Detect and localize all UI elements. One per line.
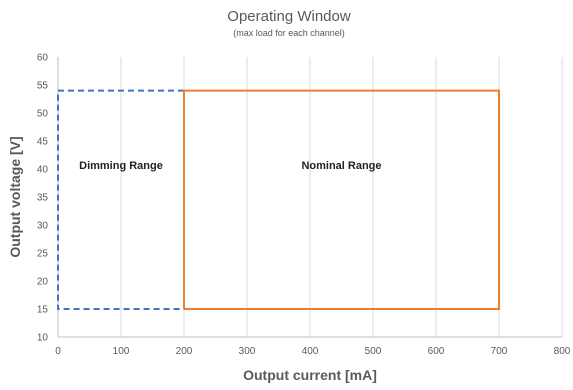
y-tick-label: 10 (37, 333, 49, 344)
y-tick-label: 30 (37, 221, 49, 232)
x-axis-title: Output current [mA] (243, 367, 377, 383)
y-tick-label: 55 (37, 81, 49, 92)
y-tick-label: 20 (37, 277, 49, 288)
x-tick-label: 700 (491, 346, 508, 357)
labels-layer: 0 100 200 300 400 500 600 700 800 10 15 20 25 30 35 40 4… (37, 53, 571, 358)
y-tick-label: 60 (37, 53, 49, 64)
nominal-range-label: Nominal Range (301, 160, 381, 172)
x-tick-label: 100 (113, 346, 130, 357)
x-tick-label: 300 (239, 346, 256, 357)
y-tick-label: 35 (37, 193, 49, 204)
y-tick-label: 50 (37, 109, 49, 120)
chart-subtitle: (max load for each channel) (233, 28, 345, 38)
series-layer (57, 89, 500, 310)
grid-lines (120, 57, 563, 337)
chart-title: Operating Window (227, 8, 351, 25)
dimming-range-label: Dimming Range (79, 160, 163, 172)
nominal-range-outline (183, 89, 500, 310)
y-tick-label: 25 (37, 249, 49, 260)
x-tick-label: 500 (365, 346, 382, 357)
x-tick-label: 600 (428, 346, 445, 357)
x-tick-label: 0 (55, 346, 61, 357)
y-axis-title: Output voltage [V] (7, 136, 23, 257)
y-tick-label: 45 (37, 137, 49, 148)
y-tick-label: 15 (37, 305, 49, 316)
x-tick-label: 400 (302, 346, 319, 357)
x-tick-label: 800 (554, 346, 571, 357)
y-tick-label: 40 (37, 165, 49, 176)
x-tick-label: 200 (176, 346, 193, 357)
dimming-range-outline (57, 89, 184, 310)
